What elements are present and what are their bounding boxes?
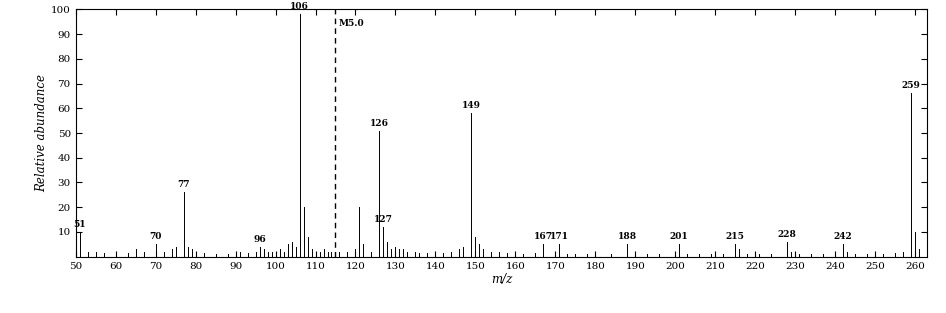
- Text: 106: 106: [290, 3, 309, 11]
- Text: 228: 228: [778, 230, 797, 239]
- Text: M5.0: M5.0: [339, 19, 364, 28]
- X-axis label: m/z: m/z: [491, 273, 512, 286]
- Text: 77: 77: [177, 180, 190, 189]
- Text: 171: 171: [550, 232, 569, 241]
- Text: 242: 242: [833, 232, 852, 241]
- Text: 51: 51: [74, 220, 86, 229]
- Text: 127: 127: [374, 215, 393, 224]
- Text: 215: 215: [726, 232, 745, 241]
- Text: 167: 167: [534, 232, 552, 241]
- Y-axis label: Relative abundance: Relative abundance: [35, 74, 48, 192]
- Text: 201: 201: [670, 232, 689, 241]
- Text: 96: 96: [254, 235, 266, 244]
- Text: 259: 259: [902, 81, 920, 90]
- Text: 70: 70: [149, 232, 162, 241]
- Text: 188: 188: [618, 232, 637, 241]
- Text: 126: 126: [370, 119, 389, 128]
- Text: 149: 149: [462, 101, 481, 110]
